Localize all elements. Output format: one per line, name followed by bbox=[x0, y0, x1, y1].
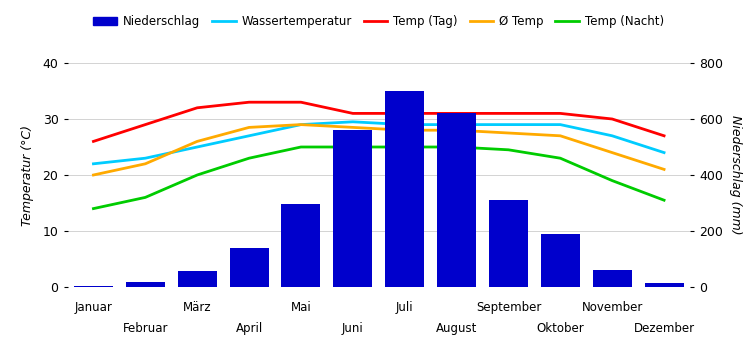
Bar bbox=[74, 286, 113, 287]
Y-axis label: Temperatur (°C): Temperatur (°C) bbox=[21, 125, 34, 225]
Text: März: März bbox=[183, 301, 211, 314]
Bar bbox=[437, 113, 476, 287]
Bar bbox=[230, 248, 268, 287]
Text: Mai: Mai bbox=[290, 301, 311, 314]
Text: Januar: Januar bbox=[74, 301, 112, 314]
Text: April: April bbox=[236, 322, 262, 335]
Bar bbox=[333, 130, 372, 287]
Text: November: November bbox=[581, 301, 643, 314]
Bar bbox=[178, 271, 217, 287]
Bar bbox=[592, 270, 632, 287]
Bar bbox=[281, 204, 320, 287]
Bar bbox=[541, 234, 580, 287]
Text: August: August bbox=[436, 322, 477, 335]
Text: Oktober: Oktober bbox=[536, 322, 584, 335]
Text: Juli: Juli bbox=[396, 301, 413, 314]
Text: September: September bbox=[476, 301, 542, 314]
Bar bbox=[644, 284, 683, 287]
Text: Februar: Februar bbox=[122, 322, 168, 335]
Bar bbox=[126, 282, 165, 287]
Bar bbox=[386, 91, 424, 287]
Y-axis label: Niederschlag (mm): Niederschlag (mm) bbox=[730, 115, 742, 235]
Bar bbox=[489, 200, 528, 287]
Legend: Niederschlag, Wassertemperatur, Temp (Tag), Ø Temp, Temp (Nacht): Niederschlag, Wassertemperatur, Temp (Ta… bbox=[88, 10, 669, 33]
Text: Juni: Juni bbox=[342, 322, 364, 335]
Text: Dezember: Dezember bbox=[634, 322, 694, 335]
